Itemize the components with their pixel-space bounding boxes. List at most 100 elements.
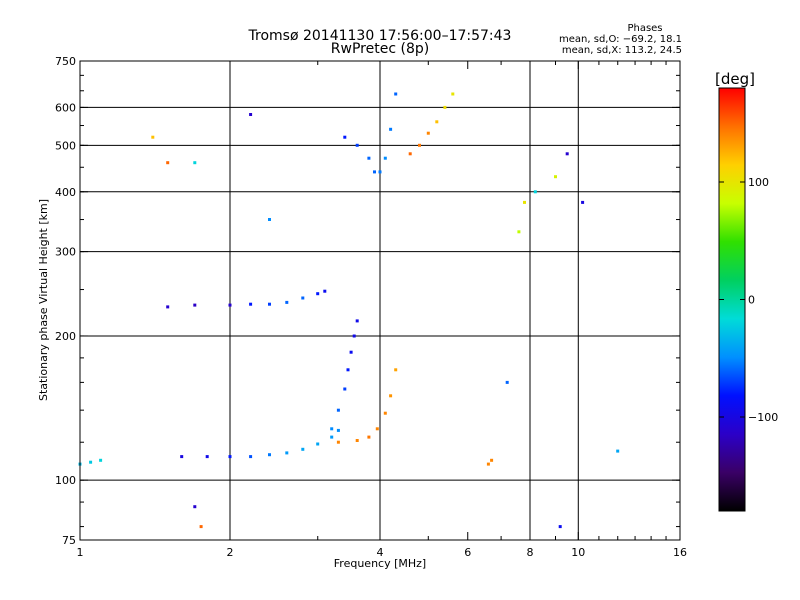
legend-line-o: mean, sd,O: −69.2, 18.1 xyxy=(559,34,682,45)
data-point xyxy=(336,408,340,412)
x-axis-label: Frequency [MHz] xyxy=(334,557,426,570)
data-point xyxy=(523,200,526,204)
data-point xyxy=(205,455,209,459)
y-tick-labels: 75 100 200 300 400 500 600 750 xyxy=(55,55,76,547)
data-point xyxy=(443,105,447,109)
data-point xyxy=(533,190,537,194)
data-point xyxy=(193,505,197,509)
data-point xyxy=(228,303,232,307)
data-point xyxy=(408,152,412,156)
data-point xyxy=(316,292,320,296)
data-point xyxy=(249,302,253,306)
data-point xyxy=(249,113,253,116)
data-point xyxy=(554,175,557,179)
data-point xyxy=(505,380,509,384)
data-point xyxy=(193,303,197,307)
data-point xyxy=(193,161,197,165)
data-point xyxy=(389,127,393,131)
data-point xyxy=(517,230,521,234)
data-point xyxy=(355,143,359,147)
data-point xyxy=(394,92,398,96)
data-point xyxy=(268,218,271,221)
data-point xyxy=(486,462,490,466)
legend-title: Phases xyxy=(627,23,662,34)
data-point xyxy=(581,200,585,204)
data-point xyxy=(330,427,334,431)
data-point xyxy=(249,455,253,459)
x-tick-label: 16 xyxy=(673,546,687,559)
x-tick-label: 4 xyxy=(377,546,384,559)
y-axis-label: Stationary phase Virtual Height [km] xyxy=(37,199,50,401)
y-tick-label: 500 xyxy=(55,139,76,152)
data-point xyxy=(330,435,334,439)
data-point xyxy=(378,170,382,174)
data-point xyxy=(352,334,356,338)
data-point xyxy=(349,350,353,354)
data-points xyxy=(78,92,620,529)
data-point xyxy=(367,435,371,439)
legend-line-x: mean, sd,X: 113.2, 24.5 xyxy=(562,45,682,56)
x-tick-labels: 1 2 4 6 8 10 16 xyxy=(77,546,688,559)
data-point xyxy=(268,302,271,306)
data-point xyxy=(418,143,421,147)
y-tick-label: 100 xyxy=(55,474,76,487)
y-tick-label: 600 xyxy=(55,101,76,114)
data-point xyxy=(166,305,170,309)
x-tick-label: 1 xyxy=(77,546,84,559)
data-point xyxy=(383,156,387,160)
data-point xyxy=(268,453,271,457)
data-point xyxy=(373,170,376,174)
data-point xyxy=(451,92,455,96)
colorbar-ticks: −100 0 100 xyxy=(719,176,778,424)
colorbar-label: [deg] xyxy=(715,70,755,88)
data-point xyxy=(435,120,439,124)
y-tick-label: 200 xyxy=(55,330,76,343)
data-point xyxy=(367,156,371,160)
y-tick-label: 75 xyxy=(62,534,76,547)
y-tick-label: 750 xyxy=(55,55,76,68)
data-point xyxy=(316,442,320,446)
data-point xyxy=(166,161,170,165)
y-tick-label: 300 xyxy=(55,246,76,259)
x-tick-label: 8 xyxy=(527,546,534,559)
x-tick-label: 10 xyxy=(571,546,585,559)
data-point xyxy=(375,427,379,431)
data-point xyxy=(199,525,203,529)
colorbar-tick-label: 100 xyxy=(748,176,769,189)
data-point xyxy=(389,394,393,398)
data-point xyxy=(301,447,305,451)
data-point xyxy=(301,296,305,300)
axis-ticks xyxy=(79,60,681,541)
data-point xyxy=(151,135,155,139)
data-point xyxy=(426,131,430,135)
data-point xyxy=(490,458,494,462)
data-point xyxy=(180,455,184,459)
data-point xyxy=(89,460,93,464)
data-point xyxy=(323,289,327,293)
data-point xyxy=(355,439,359,442)
data-point xyxy=(99,458,103,462)
data-point xyxy=(355,319,359,323)
data-point xyxy=(383,411,387,415)
data-point xyxy=(228,455,232,459)
chart-title: Tromsø 20141130 17:56:00–17:57:43 xyxy=(248,28,512,44)
y-tick-label: 400 xyxy=(55,186,76,199)
data-point xyxy=(285,300,289,304)
data-point xyxy=(343,135,347,139)
x-tick-label: 2 xyxy=(227,546,234,559)
data-point xyxy=(336,428,340,432)
colorbar-tick-label: 0 xyxy=(748,294,755,307)
data-point xyxy=(394,368,398,372)
data-point xyxy=(616,449,620,453)
data-point xyxy=(346,368,350,372)
grid-lines xyxy=(80,61,680,540)
x-tick-label: 6 xyxy=(464,546,471,559)
data-point xyxy=(558,525,562,529)
data-point xyxy=(285,451,289,455)
data-point xyxy=(565,152,569,156)
colorbar-tick-label: −100 xyxy=(748,411,778,424)
data-point xyxy=(343,387,347,391)
chart-subtitle: RwPretec (8p) xyxy=(331,41,429,57)
data-point xyxy=(336,440,340,444)
